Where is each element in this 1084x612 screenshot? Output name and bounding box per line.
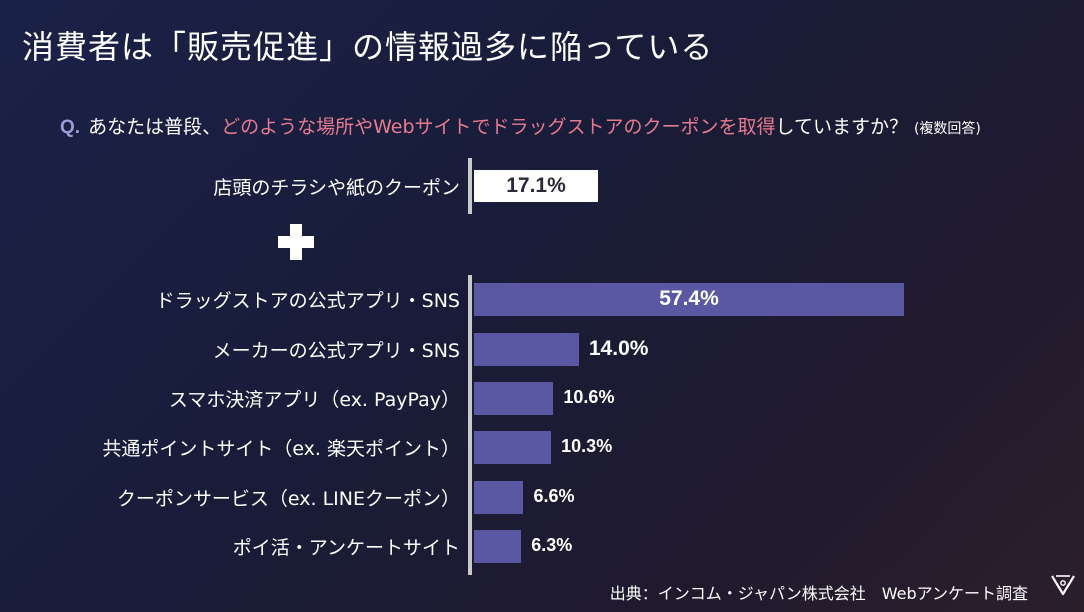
- data-label: 6.3%: [531, 535, 573, 555]
- source-note: 出典：インコム・ジャパン株式会社 Webアンケート調査: [609, 584, 1028, 603]
- survey-question: Q. あなたは普段、どのような場所やWebサイトでドラッグストアのクーポンを取得し…: [60, 112, 981, 139]
- category-label: クーポンサービス（ex. LINEクーポン）: [116, 488, 460, 510]
- data-label: 6.6%: [533, 486, 575, 506]
- data-label: 17.1%: [506, 174, 566, 197]
- company-logo-icon: [1051, 575, 1075, 596]
- data-label: 10.6%: [563, 387, 615, 407]
- data-label: 10.3%: [561, 436, 613, 456]
- category-label: 店頭のチラシや紙のクーポン: [213, 177, 460, 199]
- category-label: メーカーの公式アプリ・SNS: [212, 340, 460, 362]
- category-label: ドラッグストアの公式アプリ・SNS: [155, 290, 460, 312]
- question-note: (複数回答): [913, 121, 981, 137]
- question-text-after: していますか？: [775, 116, 908, 138]
- category-label: 共通ポイントサイト（ex. 楽天ポイント）: [102, 438, 460, 460]
- data-label: 57.4%: [659, 287, 719, 310]
- question-text-before: あなたは普段、: [88, 116, 222, 138]
- bar-digital: [474, 480, 524, 514]
- bar-digital: [474, 529, 522, 563]
- bar-digital: [474, 381, 554, 415]
- category-label: スマホ決済アプリ（ex. PayPay）: [168, 389, 460, 411]
- page-title: 消費者は「販売促進」の情報過多に陥っている: [22, 28, 714, 66]
- question-highlight: どのような場所やWebサイトでドラッグストアのクーポンを取得: [221, 116, 776, 138]
- bar-digital: [474, 430, 552, 464]
- axis-line-paper: [468, 158, 472, 214]
- bar-digital: [474, 282, 904, 316]
- data-label: 14.0%: [588, 336, 649, 360]
- bar-paper: [474, 170, 598, 202]
- question-prefix: Q.: [60, 117, 81, 138]
- axis-line-digital: [468, 275, 472, 575]
- bar-digital: [474, 332, 579, 366]
- category-label: ポイ活・アンケートサイト: [232, 537, 460, 559]
